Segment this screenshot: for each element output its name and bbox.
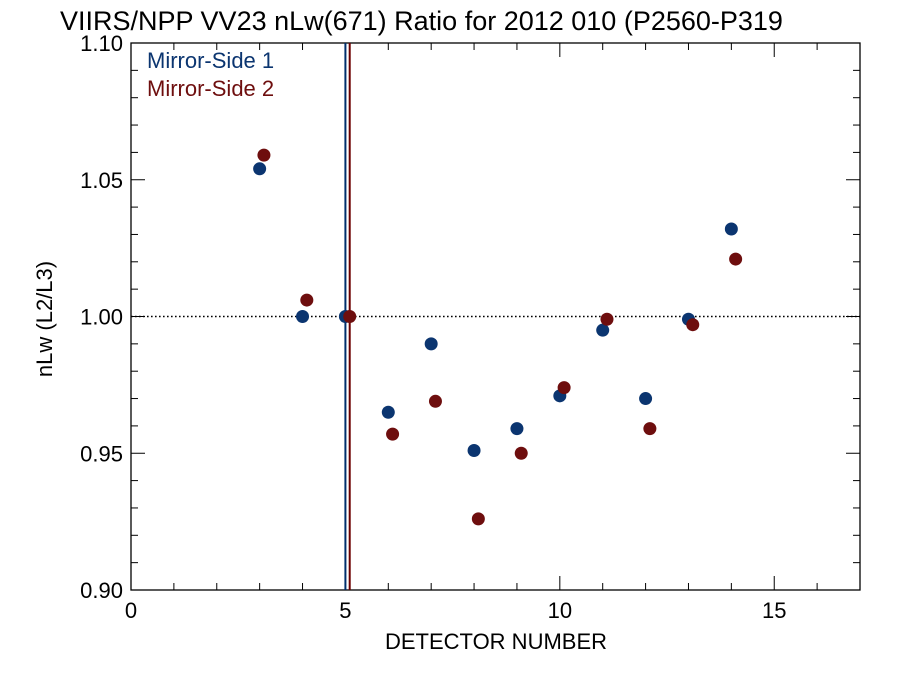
data-point-series-1 bbox=[381, 405, 395, 419]
data-point-series-2 bbox=[600, 312, 614, 326]
data-point-series-1 bbox=[253, 162, 267, 176]
y-tick-label: 0.90 bbox=[80, 578, 123, 603]
data-point-series-1 bbox=[424, 337, 438, 351]
data-point-series-2 bbox=[257, 148, 271, 162]
y-axis-label: nLw (L2/L3) bbox=[32, 261, 57, 377]
data-point-series-1 bbox=[467, 444, 481, 458]
legend-entry-mirror-side-2: Mirror-Side 2 bbox=[147, 76, 274, 101]
data-points bbox=[253, 148, 743, 526]
y-tick-label: 1.10 bbox=[80, 31, 123, 56]
y-axis-ticks: 0.90 0.95 1.00 1.05 1.10 bbox=[80, 31, 860, 603]
data-point-series-2 bbox=[686, 318, 700, 332]
data-point-series-1 bbox=[639, 392, 653, 406]
data-point-series-1 bbox=[724, 222, 738, 236]
legend: Mirror-Side 1 Mirror-Side 2 bbox=[147, 48, 274, 101]
data-point-series-2 bbox=[386, 427, 400, 441]
reference-lines bbox=[131, 43, 860, 590]
y-tick-label: 0.95 bbox=[80, 441, 123, 466]
x-tick-label: 5 bbox=[339, 598, 351, 623]
x-axis-ticks: 0 5 10 15 bbox=[125, 43, 861, 623]
data-point-series-2 bbox=[729, 252, 743, 266]
x-tick-label: 15 bbox=[762, 598, 786, 623]
data-point-series-1 bbox=[296, 310, 310, 323]
y-tick-label: 1.05 bbox=[80, 168, 123, 193]
legend-entry-mirror-side-1: Mirror-Side 1 bbox=[147, 48, 274, 73]
data-point-series-2 bbox=[471, 512, 485, 526]
data-point-series-2 bbox=[557, 381, 571, 395]
y-tick-label: 1.00 bbox=[80, 305, 123, 330]
data-point-series-1 bbox=[510, 422, 524, 436]
data-point-series-2 bbox=[428, 394, 442, 408]
x-tick-label: 10 bbox=[548, 598, 572, 623]
x-axis-label: DETECTOR NUMBER bbox=[385, 629, 607, 654]
data-point-series-1 bbox=[596, 323, 610, 337]
chart-title: VIIRS/NPP VV23 nLw(671) Ratio for 2012 0… bbox=[60, 6, 783, 36]
data-point-series-2 bbox=[643, 422, 657, 436]
data-point-series-2 bbox=[300, 293, 314, 307]
x-tick-label: 0 bbox=[125, 598, 137, 623]
data-point-series-2 bbox=[343, 310, 357, 323]
data-point-series-2 bbox=[514, 446, 528, 460]
